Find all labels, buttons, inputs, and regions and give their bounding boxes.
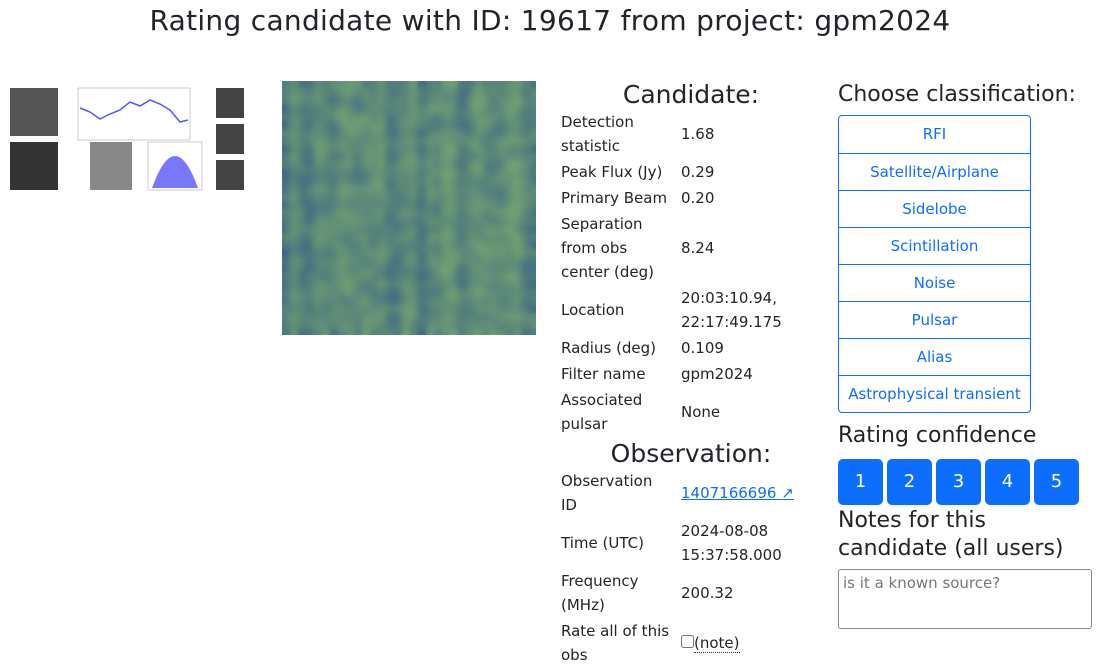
confidence-button[interactable]: 5: [1034, 459, 1079, 505]
candidate-heading: Candidate:: [622, 80, 760, 109]
classification-option[interactable]: Alias: [839, 338, 1030, 375]
candidate-field-value: 1.68: [681, 125, 715, 143]
classification-option[interactable]: Pulsar: [839, 301, 1030, 338]
freq-label: Frequency (MHz): [561, 572, 639, 614]
candidate-row: Radius (deg) 0.109: [557, 335, 786, 361]
candidate-field-label: Location: [561, 301, 625, 319]
classification-option[interactable]: Scintillation: [839, 227, 1030, 264]
candidate-row: Primary Beam 0.20: [557, 185, 786, 211]
candidate-row: Location 20:03:10.94, 22:17:49.175: [557, 285, 786, 335]
observation-table: Observation ID 1407166696 ↗ Time (UTC) 20…: [557, 468, 817, 668]
candidate-field-value: gpm2024: [681, 365, 753, 383]
candidate-diagnostic-plot: [10, 87, 244, 191]
candidate-field-value: 20:03:10.94, 22:17:49.175: [681, 289, 782, 331]
classification-option[interactable]: Astrophysical transient: [839, 375, 1030, 412]
time-label: Time (UTC): [561, 534, 644, 552]
freq-value: 200.32: [681, 584, 734, 602]
confidence-button[interactable]: 4: [985, 459, 1030, 505]
note-tooltip[interactable]: (note): [694, 634, 740, 653]
obs-id-label: Observation ID: [561, 472, 653, 514]
rate-all-checkbox[interactable]: [681, 635, 694, 648]
observation-heading: Observation:: [610, 439, 772, 468]
candidate-field-label: Primary Beam: [561, 189, 668, 207]
candidate-field-label: Radius (deg): [561, 339, 657, 357]
confidence-button[interactable]: 3: [936, 459, 981, 505]
candidate-image: [282, 81, 536, 335]
obs-id-link[interactable]: 1407166696 ↗: [681, 484, 794, 502]
candidate-row: Peak Flux (Jy) 0.29: [557, 159, 786, 185]
rate-all-label: Rate all of this obs: [561, 622, 670, 664]
confidence-button[interactable]: 1: [838, 459, 883, 505]
classification-option[interactable]: RFI: [922, 125, 947, 143]
candidate-field-label: Peak Flux (Jy): [561, 163, 663, 181]
candidate-row: Filter name gpm2024: [557, 361, 786, 387]
candidate-field-value: 0.20: [681, 189, 715, 207]
confidence-button[interactable]: 2: [887, 459, 932, 505]
rating-panel: Choose classification: RFI Satellite/Airp…: [838, 80, 1098, 633]
candidate-field-label: Associated pulsar: [561, 391, 643, 433]
candidate-row: Separation from obs center (deg) 8.24: [557, 211, 786, 285]
candidate-field-label: Filter name: [561, 365, 646, 383]
candidate-panel: Candidate: Detection statistic 1.68 Peak F…: [557, 80, 817, 668]
candidate-row: Associated pulsar None: [557, 387, 786, 437]
candidate-field-label: Detection statistic: [561, 113, 634, 155]
candidate-field-value: None: [681, 403, 721, 421]
notes-textarea[interactable]: [838, 569, 1092, 629]
candidate-field-value: 0.109: [681, 339, 724, 357]
page-title: Rating candidate with ID: 19617 from pro…: [149, 4, 951, 37]
classification-option[interactable]: Satellite/Airplane: [839, 153, 1030, 190]
candidate-field-value: 8.24: [681, 239, 715, 257]
confidence-heading: Rating confidence: [838, 423, 1037, 448]
classification-option[interactable]: Noise: [839, 264, 1030, 301]
candidate-field-value: 0.29: [681, 163, 715, 181]
candidate-table: Detection statistic 1.68 Peak Flux (Jy) 0.2…: [557, 109, 786, 437]
candidate-field-label: Separation from obs center (deg): [561, 215, 655, 281]
classification-option[interactable]: Sidelobe: [839, 190, 1030, 227]
time-value: 2024-08-08 15:37:58.000: [681, 522, 782, 564]
classification-heading: Choose classification:: [838, 82, 1076, 107]
candidate-row: Detection statistic 1.68: [557, 109, 786, 159]
classification-buttons: RFI Satellite/Airplane Sidelobe Scintillati…: [838, 115, 1031, 413]
external-link-icon: ↗: [781, 484, 794, 502]
notes-heading: Notes for this candidate (all users): [838, 508, 1064, 561]
